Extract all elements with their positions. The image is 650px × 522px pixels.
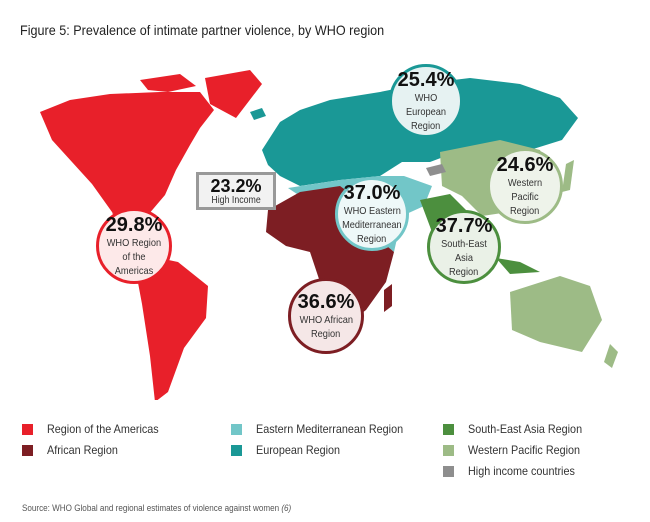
legend-item-african: African Region	[22, 443, 126, 457]
legend-label: Eastern Mediterranean Region	[256, 422, 404, 436]
arctic-islands	[140, 74, 196, 92]
legend-item-high-income: High income countries	[443, 464, 587, 478]
african-label: WHO African	[299, 314, 353, 326]
african-bubble: 36.6% WHO African Region	[288, 278, 364, 354]
african-label: Region	[311, 328, 341, 340]
source-ref: (6)	[281, 503, 292, 513]
south-america	[136, 255, 208, 400]
region-americas	[40, 70, 262, 400]
legend-label: South-East Asia Region	[468, 422, 583, 436]
high-income-value: 23.2%	[210, 175, 262, 196]
legend-item-european: European Region	[231, 443, 349, 457]
legend-label: Western Pacific Region	[468, 443, 581, 457]
european-value: 25.4%	[397, 69, 455, 91]
eastern-mediterranean-label: Region	[357, 233, 387, 245]
indonesia	[496, 258, 540, 274]
legend-item-americas: Region of the Americas	[22, 422, 171, 436]
legend-swatch	[231, 444, 242, 456]
legend-item-eastern-mediterranean: Eastern Mediterranean Region	[231, 422, 419, 436]
north-america	[40, 92, 214, 226]
madagascar	[384, 284, 392, 312]
source-text: Source: WHO Global and regional estimate…	[22, 503, 282, 513]
south-east-asia-value: 37.7%	[435, 215, 493, 237]
south-east-asia-label: Region	[449, 266, 479, 278]
region-high-income	[426, 164, 446, 176]
high-income-label: High Income	[211, 194, 261, 206]
americas-label: of the Americas	[114, 251, 154, 277]
south-east-asia-bubble: 37.7% South-East Asia Region	[427, 210, 501, 284]
european-bubble: 25.4% WHO European Region	[389, 64, 463, 138]
greenland	[205, 70, 262, 118]
source-note: Source: WHO Global and regional estimate…	[22, 503, 291, 513]
legend-item-south-east-asia: South-East Asia Region	[443, 422, 595, 436]
americas-value: 29.8%	[105, 214, 163, 236]
americas-label: WHO Region	[106, 237, 162, 249]
legend-swatch	[231, 423, 242, 435]
legend-label: African Region	[47, 443, 118, 457]
legend-swatch	[443, 423, 454, 435]
western-pacific-label: Western Pacific	[507, 177, 543, 203]
western-pacific-label: Region	[510, 205, 540, 217]
eastern-mediterranean-value: 37.0%	[343, 182, 401, 204]
iceland	[250, 108, 266, 120]
western-pacific-value: 24.6%	[496, 154, 554, 176]
legend-swatch	[22, 423, 33, 435]
legend-swatch	[22, 444, 33, 456]
eastern-mediterranean-bubble: 37.0% WHO Eastern Mediterranean Region	[335, 177, 409, 251]
african-value: 36.6%	[297, 291, 355, 313]
legend-label: Region of the Americas	[47, 422, 159, 436]
legend-label: European Region	[256, 443, 341, 457]
new-zealand	[604, 344, 618, 368]
figure-title: Figure 5: Prevalence of intimate partner…	[20, 22, 385, 38]
european-label: WHO European	[405, 92, 447, 118]
eastern-mediterranean-label: Mediterranean	[342, 219, 402, 231]
high-income-box: 23.2% High Income	[196, 172, 276, 210]
eastern-mediterranean-label: WHO Eastern	[343, 205, 401, 217]
legend-item-western-pacific: Western Pacific Region	[443, 443, 593, 457]
european-label: Region	[411, 120, 441, 132]
australia	[510, 276, 602, 352]
uk	[278, 126, 290, 146]
western-pacific-bubble: 24.6% Western Pacific Region	[487, 148, 563, 224]
legend-swatch	[443, 444, 454, 456]
americas-bubble: 29.8% WHO Region of the Americas	[96, 208, 172, 284]
south-east-asia-label: South-East Asia	[441, 238, 487, 264]
legend-label: High income countries	[468, 464, 575, 478]
high-income-area	[426, 164, 446, 176]
legend-swatch	[443, 465, 454, 477]
japan	[562, 160, 574, 192]
